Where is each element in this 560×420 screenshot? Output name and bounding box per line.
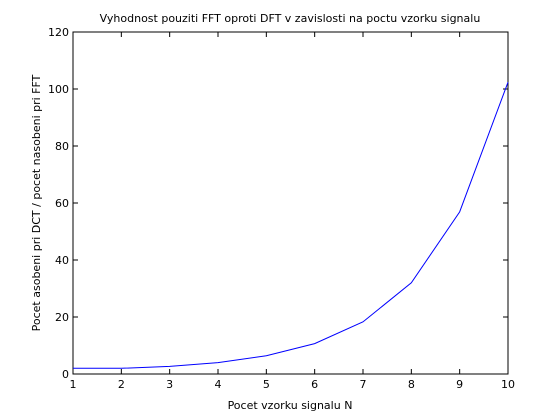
y-tick-label: 80 xyxy=(55,140,69,153)
x-tick-label: 9 xyxy=(456,378,463,391)
y-tick-label: 120 xyxy=(48,26,69,39)
x-tick-label: 4 xyxy=(215,378,222,391)
x-tick-label: 10 xyxy=(501,378,515,391)
series-lines xyxy=(73,81,509,369)
y-tick-label: 60 xyxy=(55,197,69,210)
x-tick-label: 8 xyxy=(408,378,415,391)
x-tick-label: 2 xyxy=(118,378,125,391)
series-line xyxy=(73,81,509,369)
x-tick-label: 3 xyxy=(166,378,173,391)
x-tick-label: 5 xyxy=(263,378,270,391)
y-tick-label: 0 xyxy=(62,368,69,381)
y-tick-label: 20 xyxy=(55,311,69,324)
y-tick-label: 100 xyxy=(48,83,69,96)
y-tick-label: 40 xyxy=(55,254,69,267)
x-axis-label: Pocet vzorku signalu N xyxy=(228,399,353,412)
chart-title: Vyhodnost pouziti FFT oproti DFT v zavis… xyxy=(100,12,481,25)
x-tick-label: 6 xyxy=(311,378,318,391)
axis-ticks xyxy=(72,31,509,375)
y-axis-label: Pocet asobeni pri DCT / pocet nasobeni p… xyxy=(30,74,43,331)
x-tick-label: 7 xyxy=(360,378,367,391)
x-tick-label: 1 xyxy=(70,378,77,391)
plot-area xyxy=(72,31,509,375)
